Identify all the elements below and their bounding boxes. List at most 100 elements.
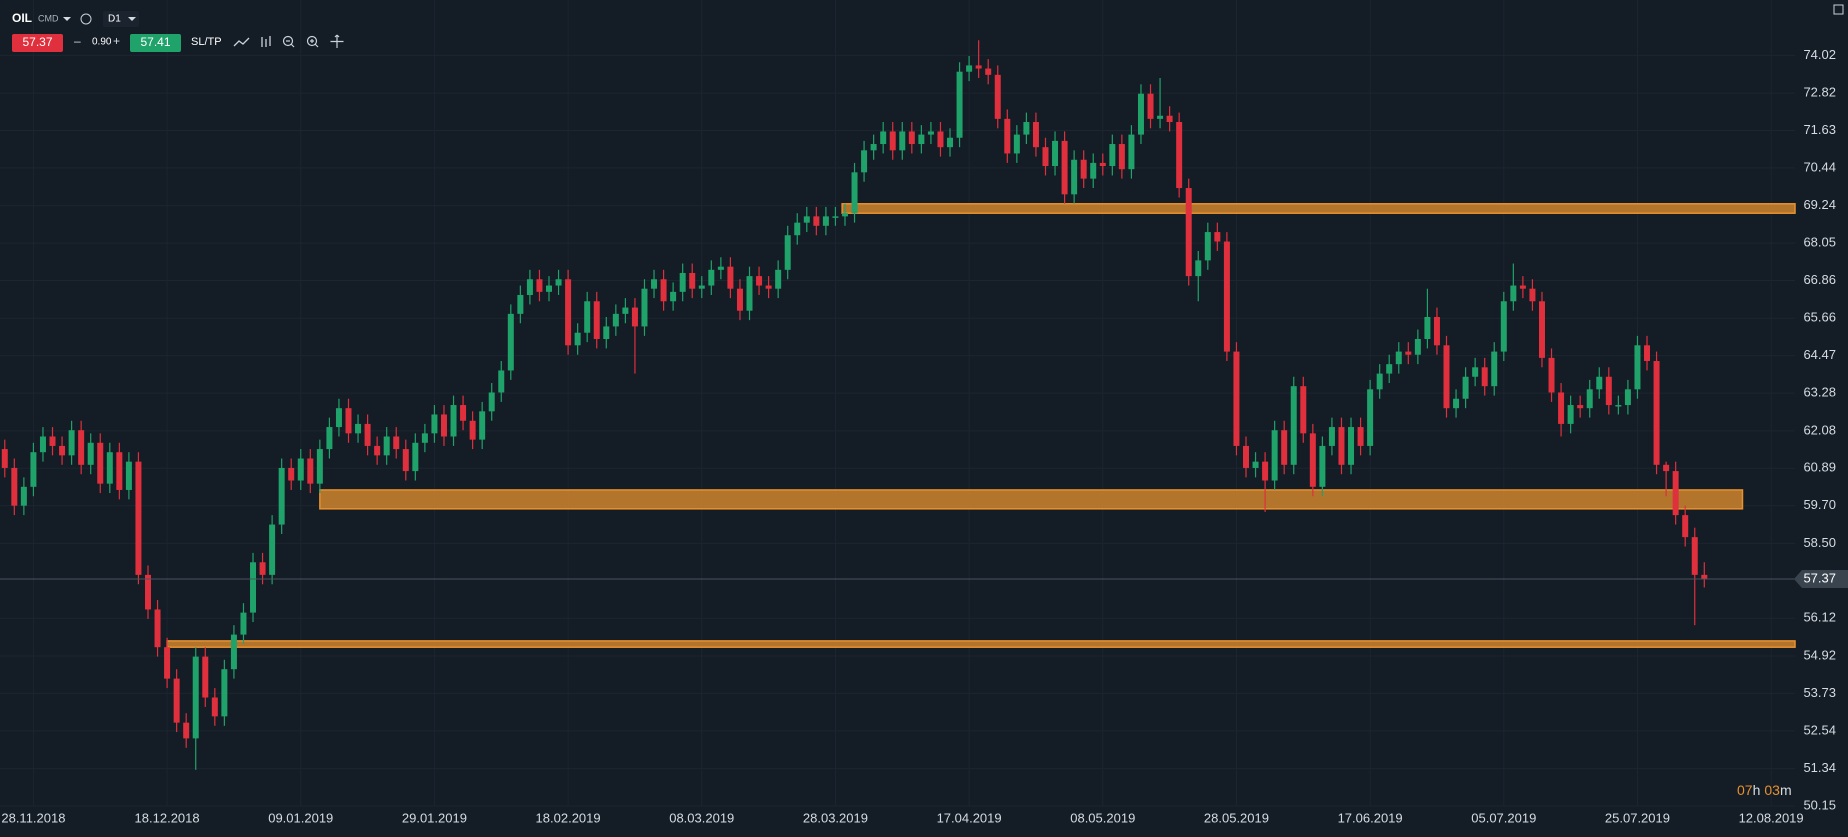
- candle-body: [641, 288, 648, 327]
- candle-body: [956, 71, 963, 138]
- y-tick-label: 74.02: [1803, 47, 1836, 62]
- window-icon[interactable]: [1833, 4, 1844, 15]
- info-icon[interactable]: [80, 13, 92, 25]
- x-tick-label: 18.02.2019: [536, 810, 601, 825]
- candle-body: [1309, 433, 1316, 487]
- symbol[interactable]: OIL: [12, 11, 32, 25]
- candles: [1, 40, 1708, 770]
- candle-body: [1147, 93, 1154, 119]
- candle-body: [431, 414, 438, 434]
- x-tick-label: 09.01.2019: [268, 810, 333, 825]
- candle-body: [1128, 134, 1135, 170]
- buy-button[interactable]: [130, 34, 181, 52]
- candle-body: [870, 144, 877, 151]
- timer-m: m: [1780, 782, 1792, 798]
- candle-body: [1080, 159, 1087, 179]
- candle-body: [164, 647, 171, 679]
- sell-price[interactable]: 57.37: [22, 35, 52, 49]
- line-chart-icon[interactable]: [233, 37, 250, 47]
- candle-body: [192, 656, 199, 739]
- x-tick-label: 08.03.2019: [669, 810, 734, 825]
- candle-body: [106, 452, 113, 484]
- candle-body: [861, 150, 868, 173]
- candle-body: [1481, 367, 1488, 387]
- zoom-out-icon[interactable]: [282, 35, 294, 47]
- candle-body: [1653, 361, 1660, 465]
- candle-body: [1605, 376, 1612, 406]
- candle-body: [536, 279, 543, 292]
- candle-body: [1214, 232, 1221, 242]
- candle-body: [335, 408, 342, 428]
- buy-price[interactable]: 57.41: [140, 35, 170, 49]
- volume-minus[interactable]: –: [74, 34, 81, 48]
- timer-h: h: [1753, 782, 1761, 798]
- candle-body: [488, 392, 495, 412]
- candle-body: [202, 656, 209, 698]
- candle-body: [765, 285, 772, 289]
- sell-button[interactable]: [12, 34, 63, 52]
- axis: 74.02 72.82 71.63 70.44 69.24 68.05 66.86 65.66…: [0, 47, 1848, 825]
- candle-body: [116, 452, 123, 490]
- candle-body: [1099, 162, 1106, 167]
- candle-body: [469, 420, 476, 440]
- candle-body: [880, 131, 887, 145]
- candle-body: [412, 442, 419, 472]
- candle-body: [20, 486, 27, 506]
- candle-body: [947, 137, 954, 148]
- candle-body: [727, 266, 734, 289]
- candle-body: [1118, 144, 1125, 170]
- dropdown-icon[interactable]: [63, 17, 71, 21]
- candle-body: [1538, 301, 1545, 358]
- candle-body: [612, 313, 619, 327]
- candle-body: [460, 405, 467, 421]
- y-tick-label: 54.92: [1803, 647, 1836, 662]
- volume-plus[interactable]: +: [113, 34, 120, 48]
- candle-body: [1223, 241, 1230, 352]
- candle-body: [1290, 386, 1297, 465]
- candle-body: [78, 430, 85, 465]
- candle-body: [1405, 351, 1412, 355]
- candle-body: [526, 279, 533, 295]
- indicators-icon[interactable]: [261, 36, 271, 47]
- candle-body: [498, 370, 505, 393]
- dropdown-icon[interactable]: [128, 17, 136, 21]
- candle-body: [985, 68, 992, 75]
- candle-body: [1195, 260, 1202, 277]
- candle-body: [1204, 232, 1211, 261]
- candle-body: [1032, 122, 1039, 148]
- y-tick-label: 70.44: [1803, 159, 1836, 174]
- crosshair-icon[interactable]: [330, 34, 344, 48]
- candle-body: [756, 276, 763, 286]
- zoom-in-icon[interactable]: [306, 35, 318, 47]
- candle-body: [450, 405, 457, 437]
- candle-body: [1462, 376, 1469, 399]
- candle-body: [1424, 316, 1431, 340]
- candle-body: [1166, 115, 1173, 123]
- candle-body: [1529, 288, 1536, 302]
- candle-body: [1596, 376, 1603, 390]
- candle-body: [1453, 398, 1460, 409]
- candle-body: [1472, 367, 1479, 377]
- y-tick-label: 59.70: [1803, 497, 1836, 512]
- candle-body: [517, 294, 524, 314]
- sltp-button[interactable]: SL/TP: [191, 36, 222, 48]
- y-tick-label: 62.08: [1803, 422, 1836, 437]
- timeframe[interactable]: D1: [108, 14, 121, 25]
- timer-minutes: 03: [1764, 782, 1780, 798]
- candle-body: [1376, 373, 1383, 390]
- candle-body: [507, 313, 514, 371]
- candle-body: [1386, 364, 1393, 374]
- volume[interactable]: 0.90: [92, 37, 112, 48]
- candle-body: [135, 461, 142, 575]
- x-tick-label: 17.06.2019: [1338, 810, 1403, 825]
- candle-body: [784, 235, 791, 270]
- candle-body: [1615, 405, 1622, 407]
- candle-body: [1634, 345, 1641, 390]
- candle-body: [1682, 515, 1689, 538]
- timeframe-box[interactable]: [103, 11, 139, 27]
- candle-body: [603, 326, 610, 340]
- candle-body: [851, 172, 858, 214]
- candle-body: [1491, 351, 1498, 387]
- candle-body: [154, 609, 161, 648]
